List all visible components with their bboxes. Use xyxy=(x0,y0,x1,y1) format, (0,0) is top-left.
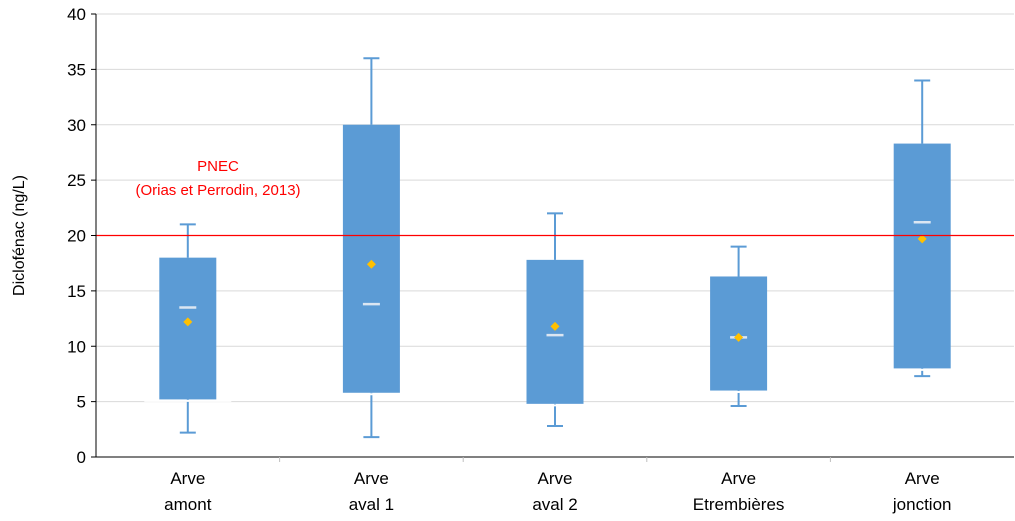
iqr-box xyxy=(342,124,400,393)
x-category-label: Arve xyxy=(354,469,389,488)
y-tick-label: 15 xyxy=(67,282,86,301)
x-category-label-line2: amont xyxy=(164,495,212,514)
x-category-label: Arve xyxy=(538,469,573,488)
y-tick-label: 30 xyxy=(67,116,86,135)
mean-marker xyxy=(183,317,193,327)
pnec-label: PNEC xyxy=(197,158,239,175)
x-category-label: Arve xyxy=(905,469,940,488)
y-tick-label: 40 xyxy=(67,5,86,24)
box-series xyxy=(144,57,966,439)
y-axis-label: Diclofénac (ng/L) xyxy=(11,175,28,296)
iqr-box xyxy=(893,143,951,369)
y-tick-label: 10 xyxy=(67,337,86,356)
x-category-label-line2: aval 2 xyxy=(532,495,577,514)
box-3 xyxy=(511,212,599,427)
box-2 xyxy=(327,57,415,439)
mean-marker xyxy=(366,259,376,269)
x-category-label-line2: aval 1 xyxy=(349,495,394,514)
x-category-labels: Arve amont Arve aval 1 Arve aval 2 Arve Etrembi… xyxy=(164,469,951,514)
mean-marker xyxy=(734,332,744,342)
reference-line-group: PNEC (Orias et Perrodin, 2013) xyxy=(96,158,1014,237)
x-category-label-line2: jonction xyxy=(892,495,952,514)
x-category-label: Arve xyxy=(721,469,756,488)
y-tick-label: 0 xyxy=(77,448,86,467)
box-1 xyxy=(144,223,232,434)
y-tick-label: 35 xyxy=(67,60,86,79)
y-tick-labels: 0 5 10 15 20 25 30 35 40 xyxy=(67,5,831,467)
iqr-box xyxy=(526,259,584,404)
mean-marker xyxy=(917,234,927,244)
y-tick-label: 5 xyxy=(77,393,86,412)
box-5 xyxy=(878,79,966,378)
box-4 xyxy=(695,245,783,408)
x-category-label: Arve xyxy=(170,469,205,488)
x-category-label-line2: Etrembières xyxy=(693,495,785,514)
pnec-source-label: (Orias et Perrodin, 2013) xyxy=(135,182,300,199)
iqr-box xyxy=(159,257,217,400)
y-tick-label: 20 xyxy=(67,227,86,246)
mean-marker xyxy=(550,321,560,331)
y-tick-label: 25 xyxy=(67,171,86,190)
